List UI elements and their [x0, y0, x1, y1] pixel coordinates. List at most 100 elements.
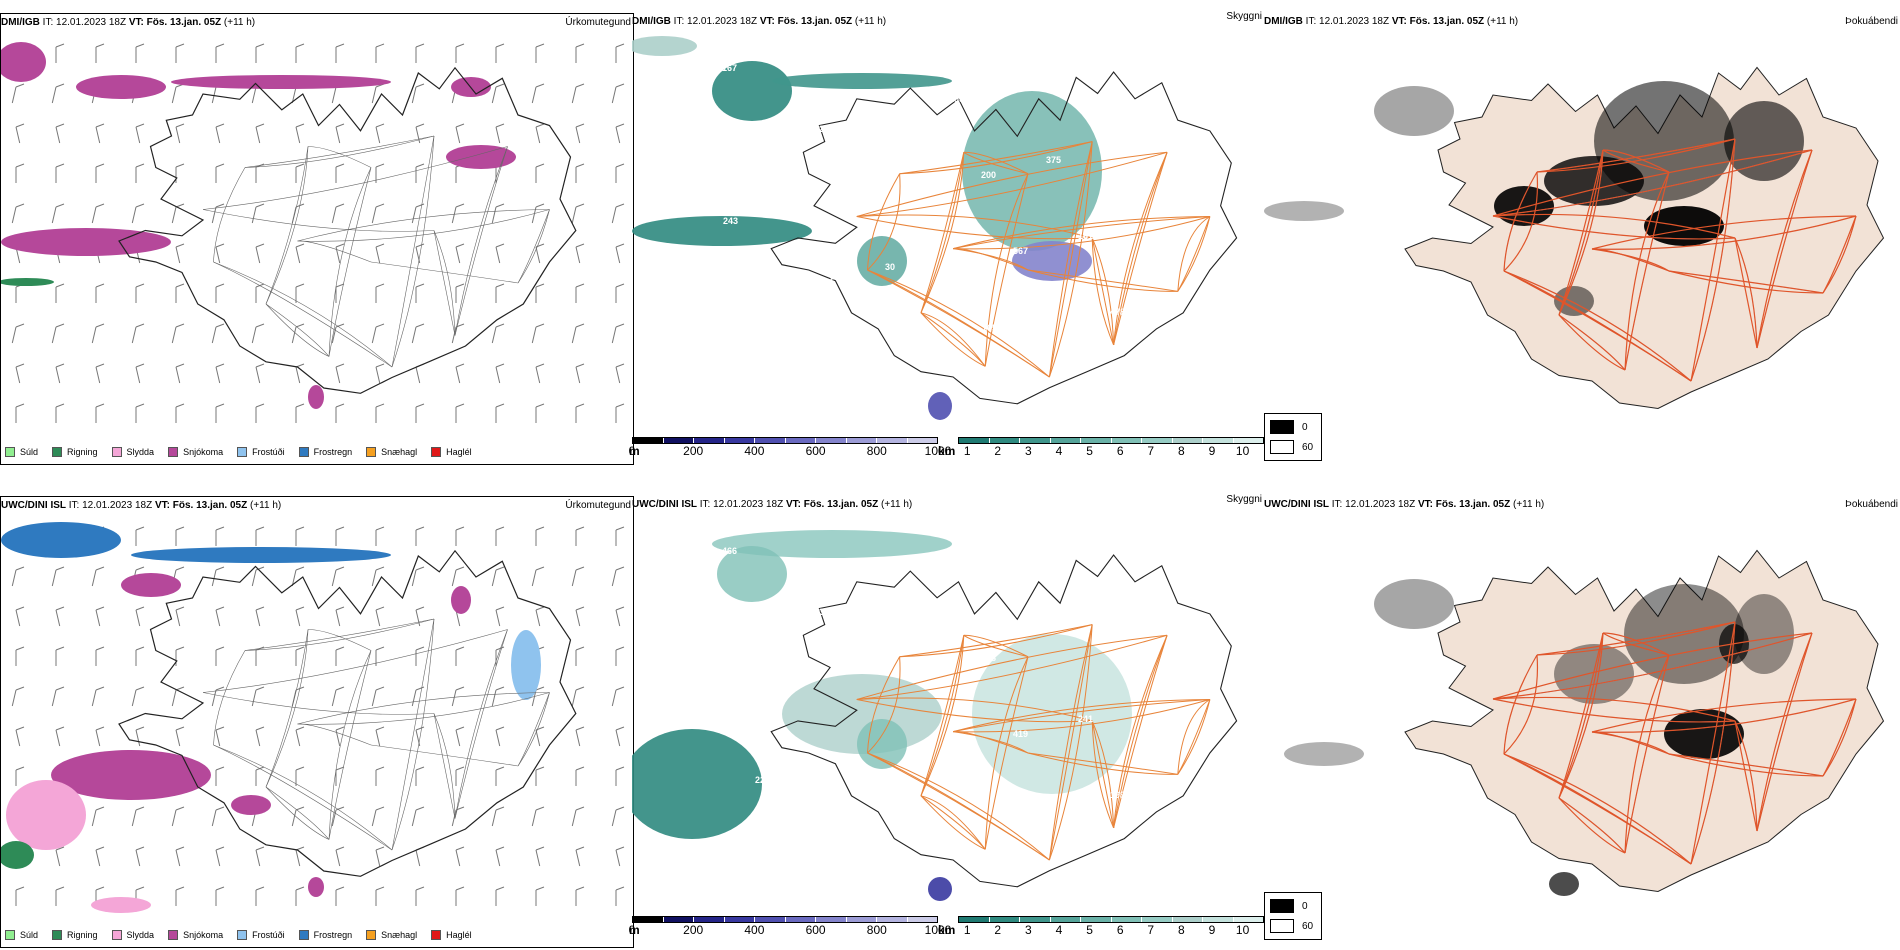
wind-barb [531, 86, 537, 104]
fog-legend-high-swatch [1270, 899, 1294, 913]
model-name: DMI/IGB [1, 17, 40, 28]
scale-swatch [1081, 438, 1112, 443]
road-segment [867, 752, 1050, 861]
scale-tick-label: 10 [1235, 444, 1250, 458]
wind-barb-feather [415, 566, 425, 571]
ceiling-value-label: 167 [722, 63, 737, 73]
wind-barb-feather [615, 323, 625, 328]
snow-area [308, 877, 324, 897]
road-segment [1503, 654, 1539, 755]
scale-swatch [1142, 917, 1173, 922]
wind-barb [575, 729, 581, 747]
road-segment [867, 173, 901, 271]
ceiling-value-label: 241 [1078, 714, 1093, 724]
precip-legend-swatch [298, 930, 309, 940]
wind-barb-feather [415, 686, 425, 691]
wind-barb-feather [215, 323, 225, 328]
precip-legend-item: Haglél [431, 930, 472, 940]
wind-barb-feather [215, 403, 225, 408]
road-segment [265, 146, 309, 305]
fog-map [1264, 66, 1885, 410]
it-label: IT: [673, 16, 685, 27]
wind-barb [335, 366, 341, 384]
ceiling-scale: 0 200 400 600 800 1000 m [628, 916, 951, 937]
wind-barb [131, 689, 137, 707]
road-segment [1756, 149, 1813, 349]
road-segment [1558, 797, 1626, 854]
scale-swatch [1050, 438, 1081, 443]
wind-barb [95, 609, 101, 627]
wind-barb [615, 246, 621, 264]
wind-barb-feather [95, 566, 105, 571]
wind-barb [255, 366, 261, 384]
visibility-scale: 1 2 3 4 5 6 7 8 9 10 km [938, 916, 1264, 937]
precip-legend: Súld Rigning Slydda Snjókoma Frostúði Frostre… [5, 927, 486, 943]
ceiling-value-label: 318 [981, 653, 996, 663]
ceiling-value-label: 995 [916, 185, 931, 195]
wind-barb [411, 86, 417, 104]
precip-legend-swatch [431, 930, 442, 940]
wind-barb [171, 809, 177, 827]
panel-header: DMI/IGB IT: 12.01.2023 18Z VT: Fös. 13.j… [632, 11, 1264, 31]
wind-barb [51, 326, 57, 344]
scale-tick-label: 0 [628, 923, 636, 937]
fog-intensity-area [1594, 81, 1734, 201]
fog-intensity-area [1374, 86, 1454, 136]
wind-barb [11, 326, 17, 344]
wind-barb-feather [415, 403, 425, 408]
wind-barb [451, 689, 457, 707]
wind-barb-feather [215, 243, 225, 248]
wind-barb-feather [375, 726, 385, 731]
wind-barb-feather [215, 123, 225, 128]
road-segment [1113, 152, 1168, 345]
scale-tick-label: 4 [1055, 923, 1063, 937]
wind-barb-feather [175, 646, 185, 651]
wind-barb-feather [415, 766, 425, 771]
panel-title: Úrkomutegund [565, 500, 631, 511]
precip-legend-item: Rigning [52, 930, 98, 940]
low-visibility-area [857, 719, 907, 769]
ceiling-value-label: 195 [949, 94, 964, 104]
panel-title: Úrkomutegund [565, 17, 631, 28]
wind-barb-feather [295, 243, 305, 248]
road-segment [984, 656, 1029, 850]
road-segment [202, 692, 435, 715]
wind-barb [535, 246, 541, 264]
it-label: IT: [1305, 16, 1317, 27]
wind-barb-feather [215, 886, 225, 891]
wind-barb-feather [495, 323, 505, 328]
road-segment [952, 699, 1210, 733]
wind-barb-feather [495, 806, 505, 811]
wind-barb [491, 689, 497, 707]
wind-barb [171, 206, 177, 224]
vt-value: Fös. 13.jan. 05Z [1409, 16, 1485, 27]
wind-barb-feather [215, 806, 225, 811]
wind-barb [295, 246, 301, 264]
precip-legend-item: Snjókoma [168, 930, 223, 940]
wind-barb-feather [215, 566, 225, 571]
wind-barb-feather [335, 323, 345, 328]
fog-intensity-area [1734, 594, 1794, 674]
road-segment [1558, 632, 1604, 799]
wind-barb-feather [495, 203, 505, 208]
wind-barb [571, 809, 577, 827]
road-segment [370, 744, 519, 767]
wind-barb-feather [335, 806, 345, 811]
road-segment [920, 152, 965, 313]
road-segment [1734, 237, 1758, 349]
wind-barb [215, 246, 221, 264]
ceiling-value-label: 141 [755, 292, 770, 302]
wind-barb-feather [535, 526, 545, 531]
road-segment [1113, 635, 1168, 828]
wind-barb-feather [95, 686, 105, 691]
wind-barb-feather [135, 606, 145, 611]
wind-barb [375, 366, 381, 384]
road-segment [867, 752, 1050, 861]
road-segment [920, 795, 986, 850]
scale-swatch [1111, 917, 1142, 922]
scale-tick-label: 1 [963, 444, 971, 458]
snow-area [1, 42, 46, 82]
ceiling-value-label: 375 [1046, 155, 1061, 165]
wind-barb-feather [255, 686, 265, 691]
snow-area [51, 750, 211, 800]
